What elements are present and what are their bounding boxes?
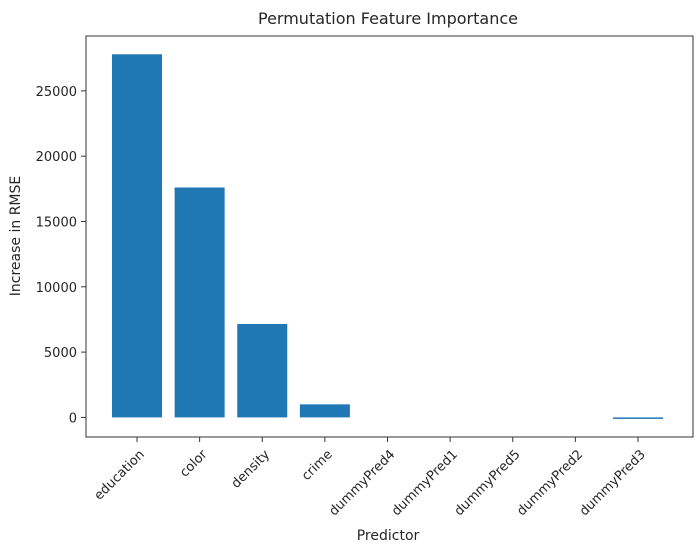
- y-tick-label: 20000: [36, 150, 77, 165]
- x-tick-label-dummypred2: dummyPred2: [514, 447, 586, 519]
- x-tick-label-dummypred1: dummyPred1: [389, 447, 461, 519]
- chart-title: Permutation Feature Importance: [258, 9, 518, 28]
- x-tick-label-density: density: [229, 447, 274, 492]
- bar-density: [237, 324, 288, 418]
- y-tick-label: 10000: [36, 281, 77, 296]
- bar-crime: [299, 404, 350, 418]
- x-tick-label-color: color: [177, 447, 211, 481]
- x-tick-label-dummypred4: dummyPred4: [326, 447, 398, 519]
- x-tick-label-education: education: [92, 447, 148, 503]
- y-tick-label: 5000: [44, 346, 77, 361]
- y-axis: 0 5000 10000 15000 20000 25000: [36, 85, 86, 426]
- y-tick-label: 15000: [36, 215, 77, 230]
- plot-frame: [85, 35, 694, 438]
- x-axis: education color density crimedummyPred4dumm…: [92, 437, 649, 519]
- bars-group: [112, 54, 663, 419]
- x-tick-label-dummypred5: dummyPred5: [452, 447, 524, 519]
- bar-dummypred3: [613, 417, 663, 419]
- y-axis-title: Increase in RMSE: [8, 176, 24, 296]
- x-tick-label-crime: crime: [299, 447, 336, 484]
- x-axis-title: Predictor: [357, 528, 420, 544]
- bar-education: [112, 54, 162, 418]
- x-tick-label-dummypred3: dummyPred3: [577, 447, 649, 519]
- y-tick-label: 0: [69, 411, 77, 426]
- y-tick-label: 25000: [36, 85, 77, 100]
- bar-color: [174, 187, 225, 418]
